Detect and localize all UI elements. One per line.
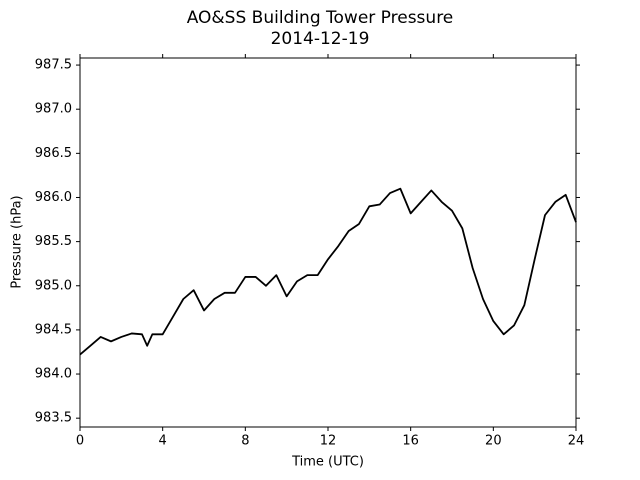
x-tick-label: 12	[320, 434, 337, 449]
x-tick-label: 24	[568, 434, 585, 449]
plot-frame	[79, 57, 577, 428]
y-tick-label: 986.5	[35, 146, 72, 161]
y-axis-label: Pressure (hPa)	[10, 195, 25, 288]
chart-subtitle: 2014-12-19	[271, 29, 370, 49]
x-tick-label: 0	[76, 434, 84, 449]
y-tick-label: 985.0	[35, 278, 72, 293]
chart-title: AO&SS Building Tower Pressure	[187, 8, 454, 28]
x-tick-label: 20	[485, 434, 502, 449]
y-tick-label: 985.5	[35, 234, 72, 249]
x-tick-label: 4	[159, 434, 167, 449]
x-tick-label: 8	[241, 434, 249, 449]
y-tick-label: 983.5	[35, 411, 72, 426]
y-tick-label: 984.5	[35, 322, 72, 337]
y-tick-label: 987.0	[35, 102, 72, 117]
y-tick-label: 984.0	[35, 367, 72, 382]
x-tick-label: 16	[402, 434, 419, 449]
x-axis-label: Time (UTC)	[291, 455, 364, 470]
data-line	[79, 187, 577, 356]
y-tick-label: 986.0	[35, 190, 72, 205]
y-tick-label: 987.5	[35, 58, 72, 73]
